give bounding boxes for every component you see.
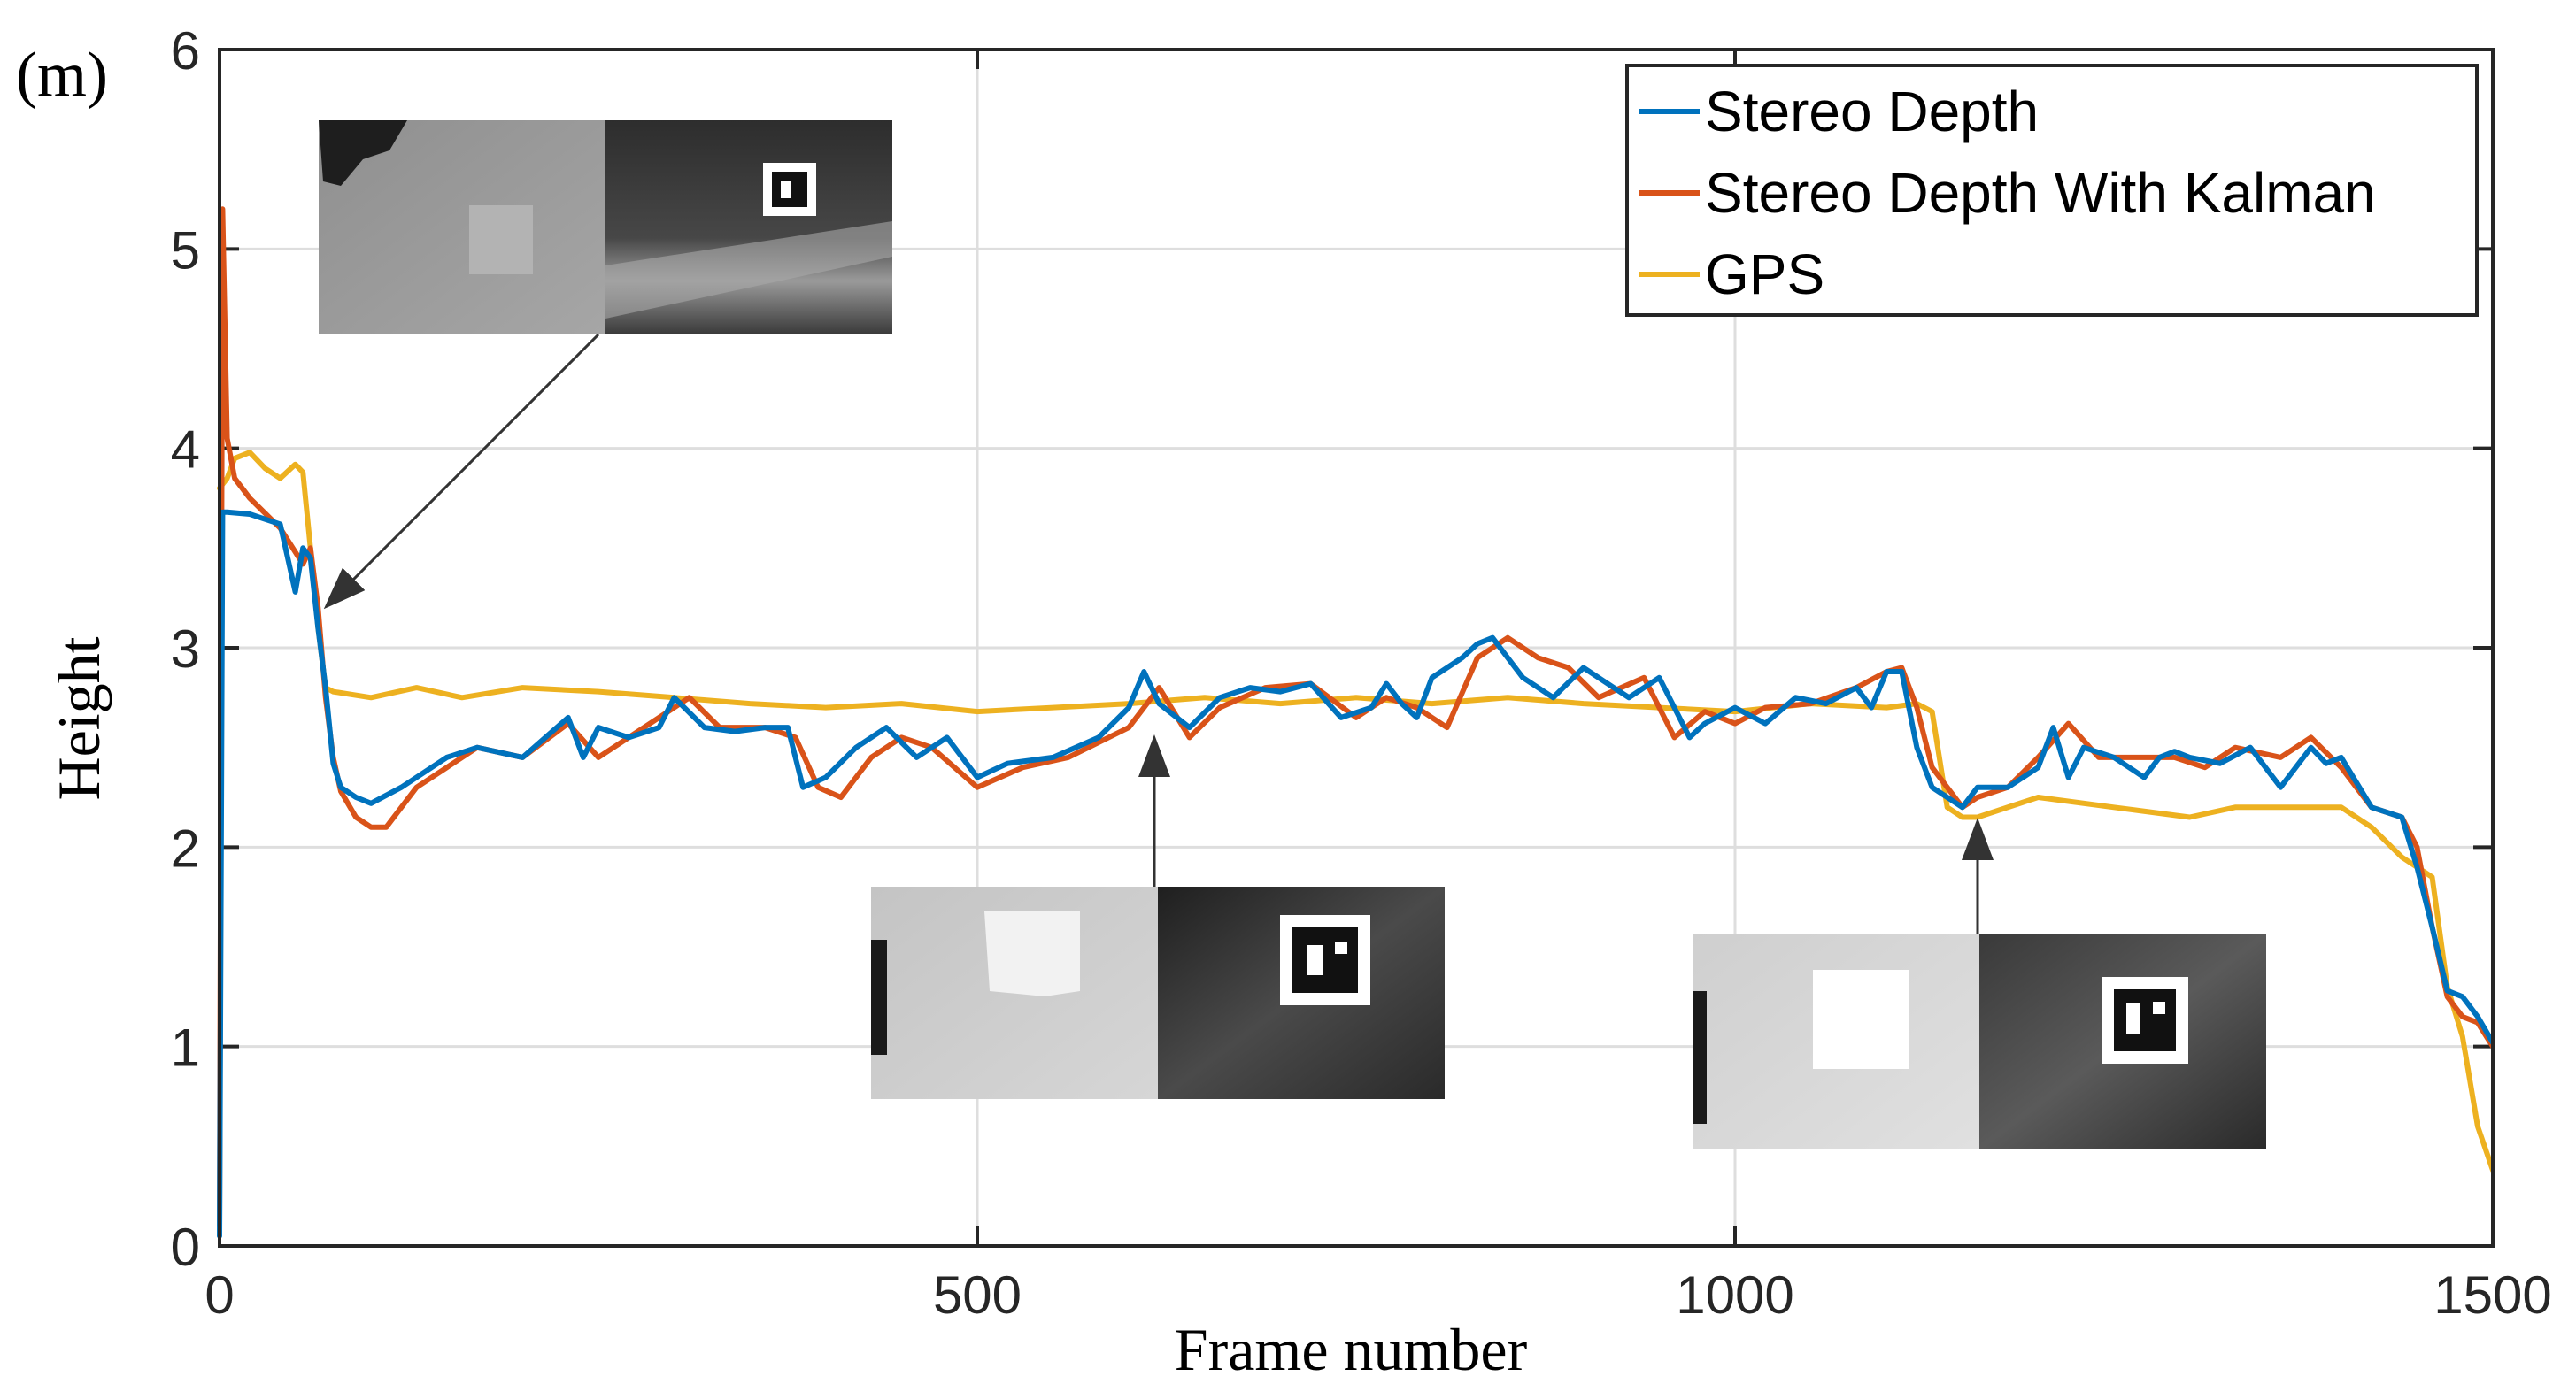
inset-image-1 (319, 120, 892, 334)
y-tick-label: 5 (171, 220, 200, 280)
series-line-stereo-depth (217, 509, 2495, 1239)
y-tick-label: 2 (171, 819, 200, 878)
y-tick-label: 4 (171, 420, 200, 480)
x-tick-label: 500 (933, 1265, 1022, 1325)
inset-image-3 (1693, 934, 2266, 1149)
y-axis-label: Height (45, 636, 112, 800)
y-tick-label: 1 (171, 1019, 200, 1078)
legend: Stereo Depth Stereo Depth With Kalman GP… (1625, 64, 2479, 317)
y-tick-label: 0 (171, 1218, 200, 1277)
x-tick-label: 0 (204, 1265, 234, 1325)
y-tick-label: 6 (171, 21, 200, 81)
legend-label-gps: GPS (1705, 242, 1824, 306)
series-line-stereo-depth-with-kalman (217, 206, 2495, 1229)
x-tick-label: 1500 (2433, 1265, 2551, 1325)
x-axis-label: Frame number (1175, 1316, 1528, 1383)
unit-label: (m) (16, 39, 108, 110)
x-tick-label: 1000 (1676, 1265, 1793, 1325)
axes-frame (218, 48, 2495, 1248)
series-layer (217, 206, 2495, 1239)
ticks: 0 500 1000 1500 0 1 2 3 4 5 6 (171, 21, 2552, 1325)
legend-label-stereo-depth-kalman: Stereo Depth With Kalman (1705, 161, 2376, 225)
inset-image-2 (871, 887, 1445, 1099)
y-tick-label: 3 (171, 619, 200, 679)
annotation-arrow-1 (323, 333, 600, 610)
legend-label-stereo-depth: Stereo Depth (1705, 80, 2039, 143)
legend-box (1625, 64, 2479, 317)
